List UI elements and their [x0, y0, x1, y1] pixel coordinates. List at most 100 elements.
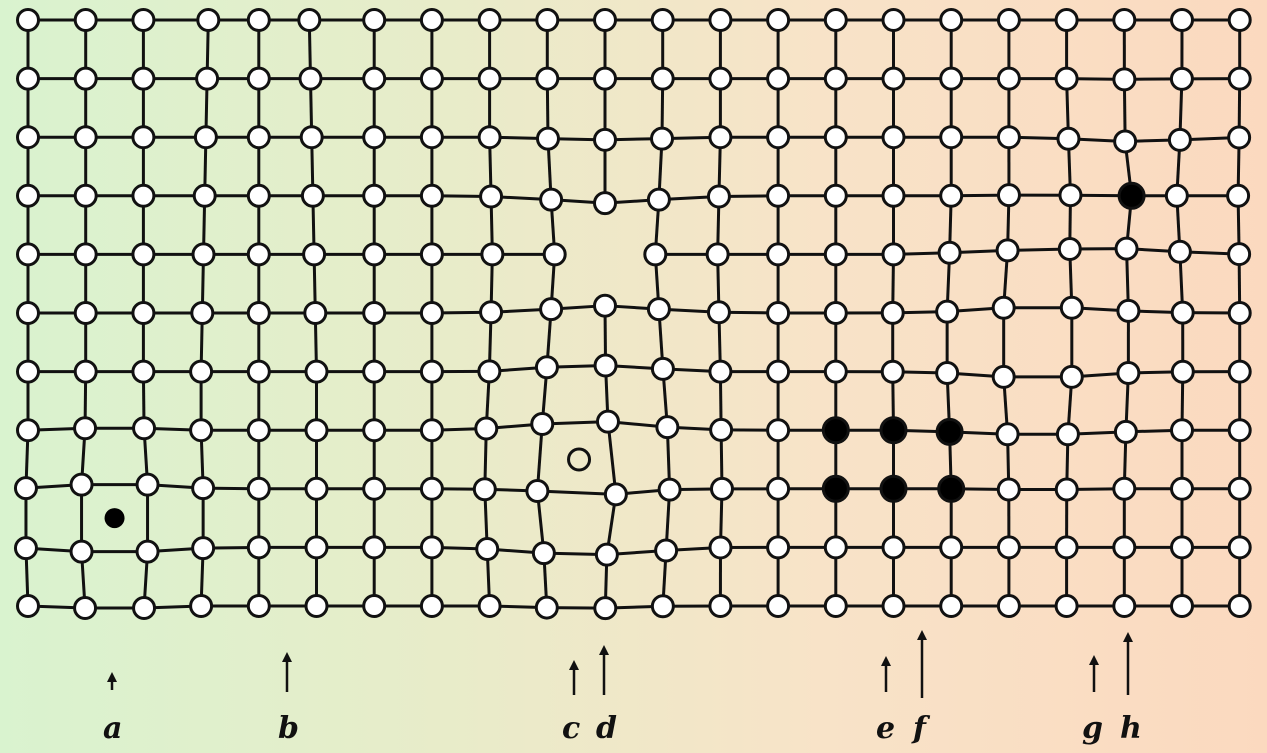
lattice-atom — [196, 8, 221, 32]
lattice-atom — [304, 594, 329, 618]
lattice-atom — [531, 541, 556, 566]
lattice-atom — [650, 66, 675, 91]
lattice-atom — [246, 8, 271, 32]
lattice-atom — [995, 238, 1020, 263]
lattice-atom — [593, 127, 617, 152]
lattice-atom — [299, 125, 324, 150]
solute-atom — [879, 474, 908, 503]
lattice-atom — [477, 594, 502, 618]
lattice-atom — [419, 418, 444, 443]
lattice-atom — [73, 242, 98, 267]
lattice-atom — [479, 300, 504, 325]
lattice-atom — [1113, 129, 1138, 154]
lattice-atom — [73, 66, 98, 91]
lattice-atom — [823, 66, 848, 91]
lattice-atom — [1227, 594, 1252, 618]
lattice-atom — [131, 125, 156, 150]
lattice-atom — [881, 594, 906, 618]
lattice-atom — [935, 360, 960, 385]
lattice-atom — [132, 595, 157, 620]
lattice-atom — [73, 301, 98, 325]
lattice-atom — [881, 125, 906, 150]
lattice-atom — [646, 297, 671, 322]
lattice-atom — [593, 66, 617, 91]
lattice-atom — [542, 242, 567, 267]
lattice-atom — [880, 359, 905, 384]
lattice-atom — [246, 418, 271, 443]
lattice-atom — [13, 476, 38, 501]
lattice-atom — [766, 535, 791, 560]
lattice-atom — [996, 8, 1021, 32]
lattice-atom — [16, 8, 40, 32]
lattice-atom — [477, 8, 502, 32]
lattice-atom — [419, 594, 444, 618]
lattice-atom — [13, 536, 38, 561]
lattice-atom — [766, 418, 791, 443]
lattice-atom — [535, 8, 560, 32]
lattice-atom — [1170, 535, 1194, 560]
lattice-atom — [246, 183, 271, 208]
lattice-atom — [643, 242, 668, 267]
lattice-atom — [304, 418, 329, 443]
lattice-atom — [303, 301, 328, 325]
lattice-atom — [190, 301, 215, 325]
lattice-atom — [1170, 359, 1195, 384]
arrow-a — [107, 672, 117, 690]
lattice-atom — [766, 8, 791, 32]
bond-horizontal — [537, 489, 616, 496]
lattice-atom — [996, 535, 1021, 560]
lattice-atom — [131, 359, 156, 384]
label-e: e — [876, 711, 895, 746]
lattice-atom — [246, 594, 271, 618]
lattice-atom — [16, 359, 40, 384]
lattice-atom — [191, 536, 216, 561]
lattice-atom — [881, 183, 906, 208]
lattice-atom — [135, 539, 160, 564]
lattice-atom — [530, 411, 555, 436]
lattice-atom — [419, 125, 444, 150]
lattice-atom — [246, 242, 271, 267]
lattice-atom — [996, 183, 1021, 208]
lattice-atom — [996, 594, 1021, 618]
lattice-atom — [419, 535, 444, 560]
lattice-atom — [654, 538, 679, 563]
label-b: b — [278, 711, 299, 746]
lattice-atom — [650, 356, 675, 381]
lattice-atom — [1227, 8, 1252, 32]
lattice-atom — [1054, 594, 1079, 618]
lattice-atom — [534, 355, 559, 380]
lattice-atom — [304, 476, 329, 501]
lattice-atom — [708, 535, 733, 560]
arrow-c — [569, 660, 579, 695]
lattice-atom — [362, 301, 387, 325]
lattice-atom — [1227, 66, 1252, 91]
lattice-atom — [766, 66, 791, 91]
lattice-atom — [1112, 535, 1137, 560]
lattice-atom — [646, 187, 671, 212]
lattice-atom — [472, 477, 497, 502]
lattice-atom — [362, 359, 387, 384]
lattice-atom — [1169, 66, 1194, 91]
lattice-atom — [881, 535, 906, 560]
lattice-atom — [189, 418, 214, 443]
lattice-atom — [657, 477, 682, 502]
lattice-atom — [69, 539, 94, 564]
lattice-atom — [937, 240, 962, 265]
lattice-atom — [479, 184, 504, 209]
lattice-atom — [823, 594, 848, 618]
lattice-atom — [192, 183, 217, 208]
lattice-atom — [1170, 594, 1194, 618]
lattice-atom — [362, 242, 387, 267]
lattice-atom — [302, 242, 327, 267]
label-f: f — [911, 711, 931, 746]
label-g: g — [1082, 711, 1103, 746]
lattice-atom — [939, 183, 964, 208]
lattice-atom — [708, 359, 733, 384]
lattice-atom — [706, 300, 731, 325]
lattice-atom — [69, 472, 94, 497]
lattice-atom — [881, 66, 906, 91]
lattice-atom — [419, 8, 444, 32]
label-c: c — [562, 711, 580, 746]
solute-atom — [935, 417, 964, 446]
